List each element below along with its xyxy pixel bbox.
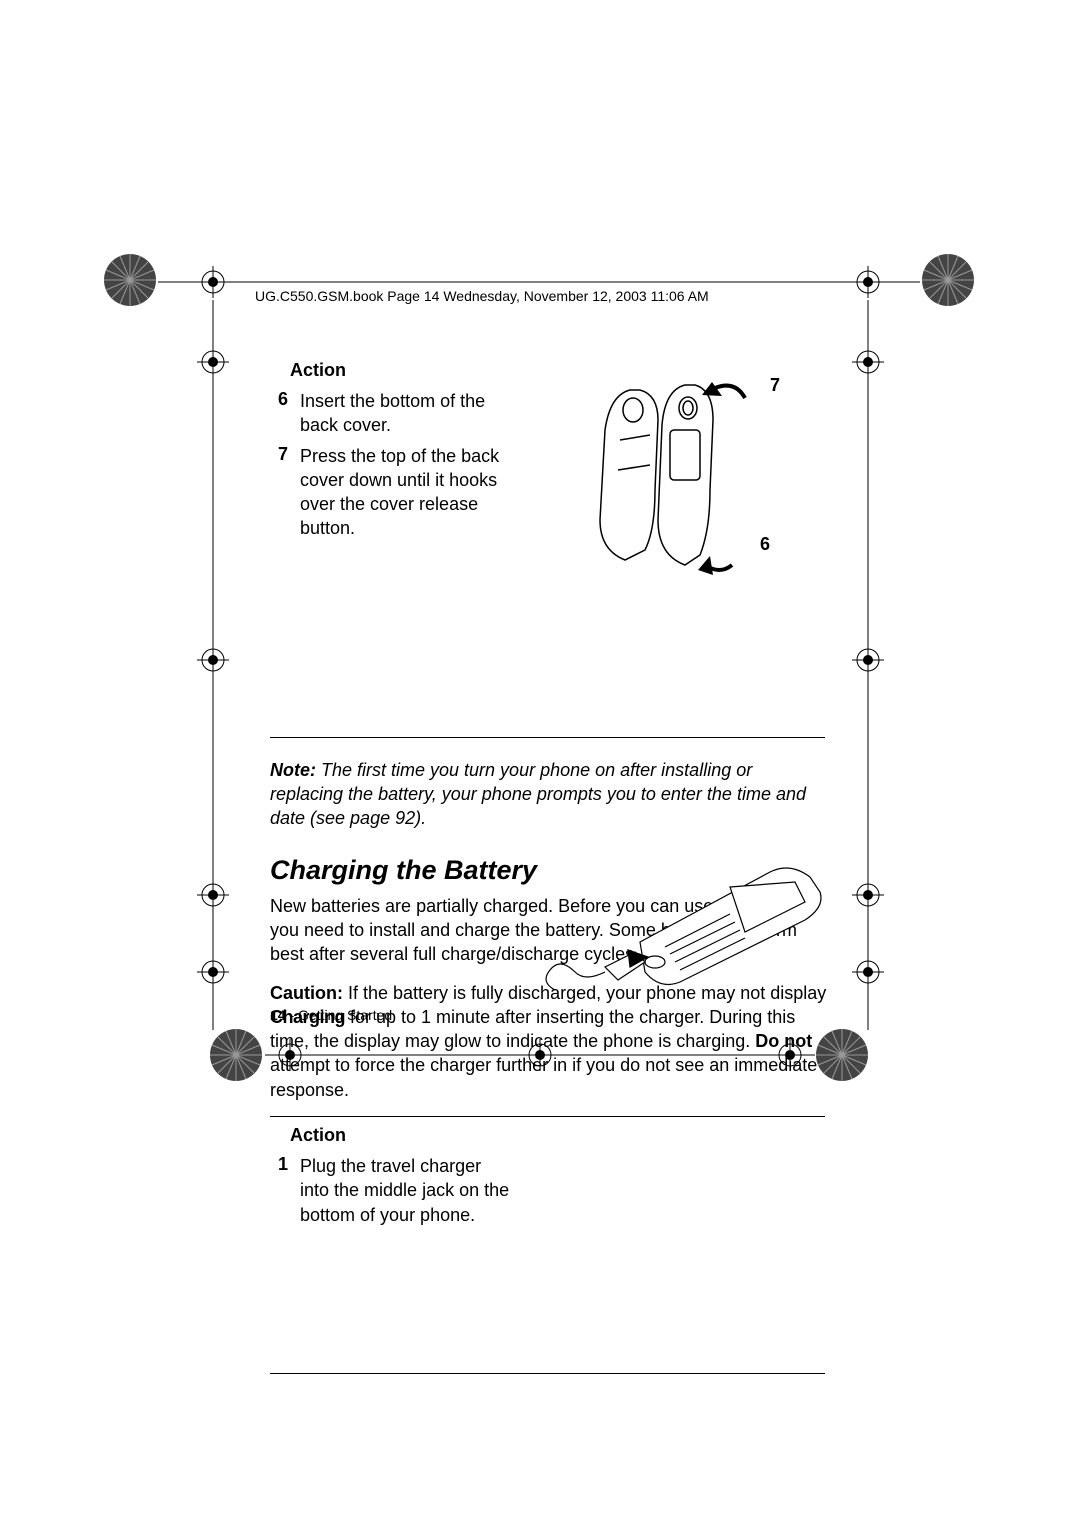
divider [270,1373,825,1374]
caution-text-c: attempt to force the charger further in … [270,1055,817,1099]
note-body: The first time you turn your phone on af… [270,760,806,829]
divider [270,737,825,738]
diagram-label-7: 7 [770,375,780,396]
divider [270,1116,825,1117]
step-text: Press the top of the back cover down unt… [300,444,510,541]
note-paragraph: Note: The first time you turn your phone… [270,758,830,831]
donot-label: Do not [755,1031,812,1051]
caution-paragraph: Caution: If the battery is fully dischar… [270,981,830,1102]
note-label: Note: [270,760,316,780]
step-num: 1 [270,1154,300,1227]
step-num: 6 [270,389,300,438]
page-footer: 14 - Getting Started [270,1007,392,1023]
header-text: UG.C550.GSM.book Page 14 Wednesday, Nove… [255,288,709,304]
step-7: 7 Press the top of the back cover down u… [270,444,570,541]
charger-diagram [530,852,840,992]
step-1: 1 Plug the travel charger into the middl… [270,1154,540,1227]
step-num: 7 [270,444,300,541]
page-number: 14 [270,1007,286,1023]
step-6: 6 Insert the bottom of the back cover. [270,389,570,438]
footer-sep: - [286,1007,298,1023]
diagram-label-6: 6 [760,534,770,555]
phone-cover-diagram: 7 6 [550,370,800,580]
step-text: Plug the travel charger into the middle … [300,1154,510,1227]
action-heading-2: Action [290,1125,830,1146]
caution-label: Caution: [270,983,343,1003]
step-text: Insert the bottom of the back cover. [300,389,510,438]
footer-text: Getting Started [298,1007,392,1023]
